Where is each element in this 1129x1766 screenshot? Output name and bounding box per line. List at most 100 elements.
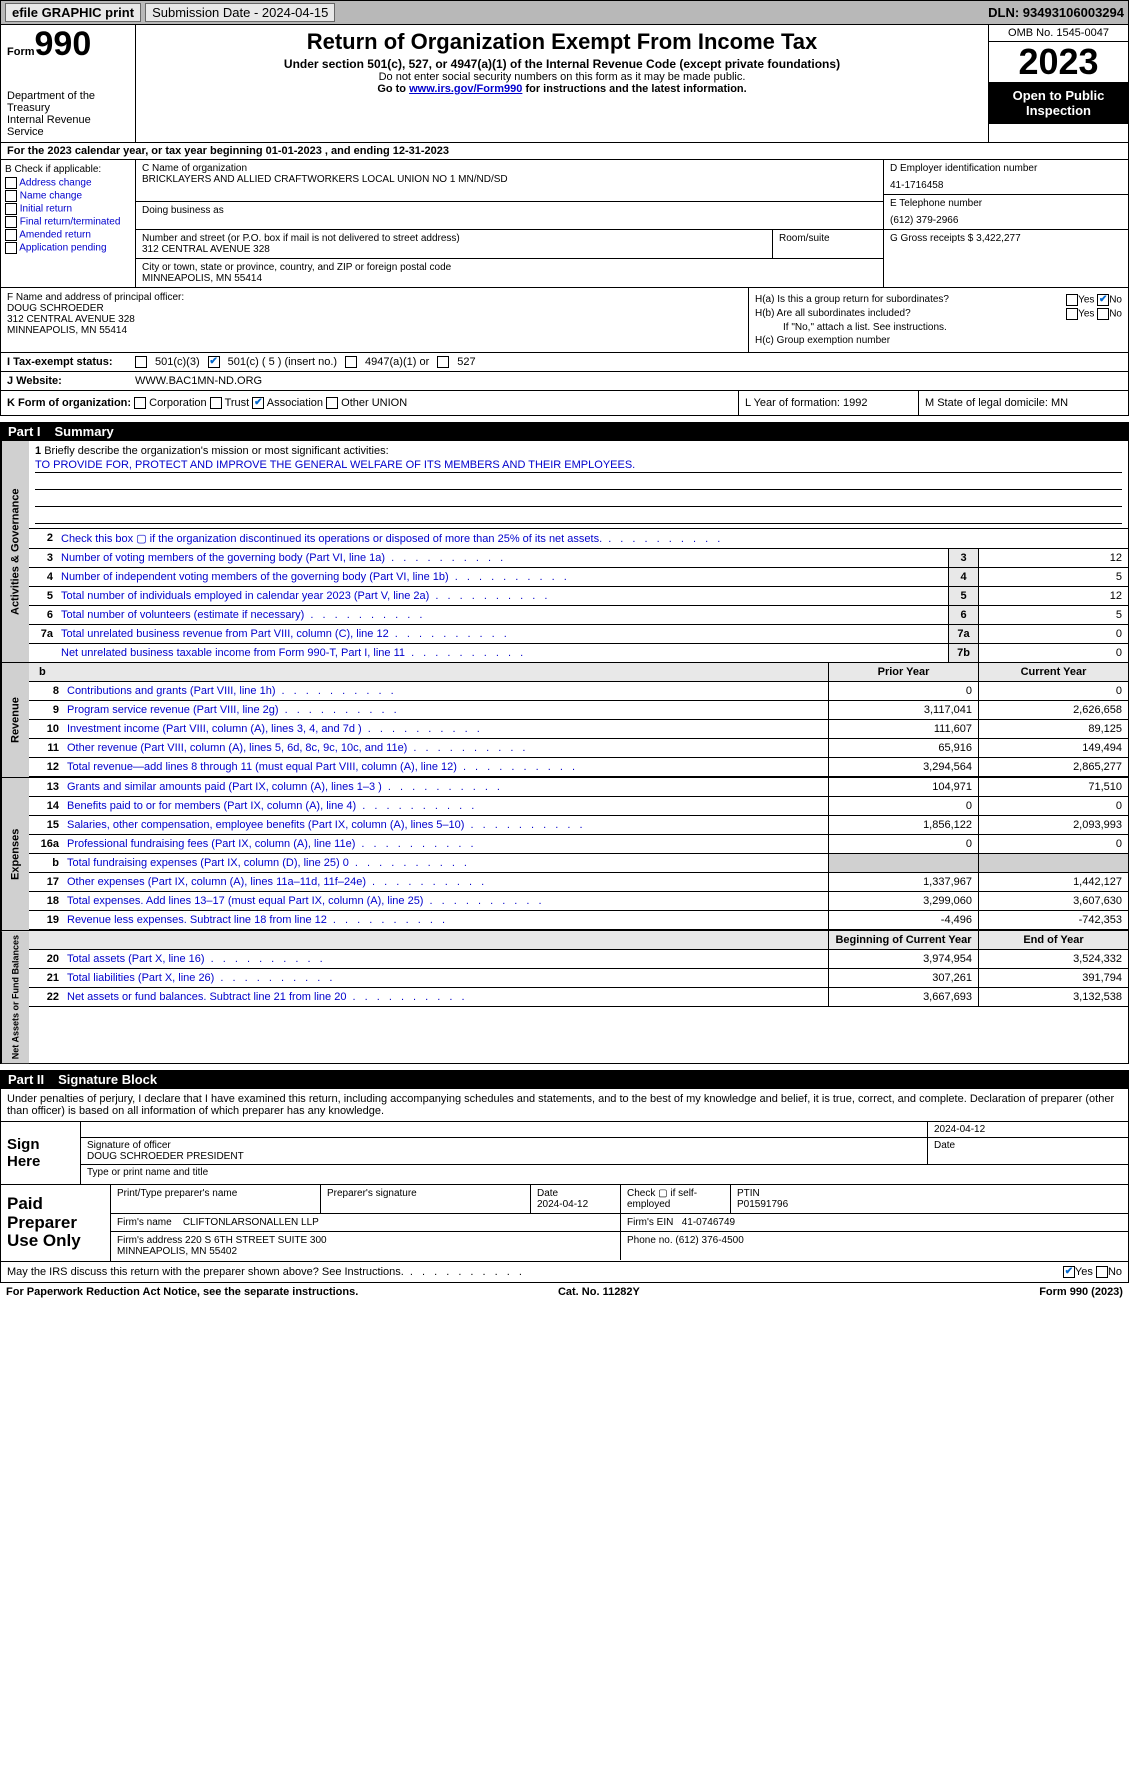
firm-ein: 41-0746749 xyxy=(682,1217,735,1228)
fin-line: 10Investment income (Part VIII, column (… xyxy=(29,720,1128,739)
gov-line: 5Total number of individuals employed in… xyxy=(29,587,1128,606)
box-f: F Name and address of principal officer:… xyxy=(1,288,748,352)
box-l: L Year of formation: 1992 xyxy=(738,391,918,415)
hb-no[interactable] xyxy=(1097,308,1109,320)
cb-name-change[interactable]: Name change xyxy=(5,190,131,202)
fin-line: 22Net assets or fund balances. Subtract … xyxy=(29,988,1128,1007)
preparer-block: Paid Preparer Use Only Print/Type prepar… xyxy=(0,1185,1129,1262)
efile-print-button[interactable]: efile GRAPHIC print xyxy=(5,3,141,22)
fin-line: 19Revenue less expenses. Subtract line 1… xyxy=(29,911,1128,930)
cb-other[interactable] xyxy=(326,397,338,409)
website-label: J Website: xyxy=(7,375,127,387)
submission-date: Submission Date - 2024-04-15 xyxy=(145,3,335,22)
form-header: Form990 Department of the Treasury Inter… xyxy=(0,25,1129,143)
phone-value: (612) 379-2966 xyxy=(890,215,1122,226)
fin-line: 8Contributions and grants (Part VIII, li… xyxy=(29,682,1128,701)
box-b: B Check if applicable: Address change Na… xyxy=(1,160,136,287)
prep-name-hdr: Print/Type preparer's name xyxy=(111,1185,321,1213)
cb-trust[interactable] xyxy=(210,397,222,409)
title-block: Return of Organization Exempt From Incom… xyxy=(136,25,988,142)
rev-header: b Prior Year Current Year xyxy=(29,663,1128,682)
prep-sig-hdr: Preparer's signature xyxy=(321,1185,531,1213)
expenses-section: Expenses 13Grants and similar amounts pa… xyxy=(0,778,1129,931)
website-value: WWW.BAC1MN-ND.ORG xyxy=(135,375,262,387)
hb-note: If "No," attach a list. See instructions… xyxy=(755,322,1122,333)
na-header: Beginning of Current Year End of Year xyxy=(29,931,1128,950)
firm-name: CLIFTONLARSONALLEN LLP xyxy=(183,1217,319,1228)
gov-line: 2Check this box ▢ if the organization di… xyxy=(29,529,1128,549)
tax-status-row: I Tax-exempt status: 501(c)(3) 501(c) ( … xyxy=(0,353,1129,372)
topbar: efile GRAPHIC print Submission Date - 20… xyxy=(0,0,1129,25)
city-state-zip: MINNEAPOLIS, MN 55414 xyxy=(142,273,877,284)
type-name-label: Type or print name and title xyxy=(81,1165,1128,1180)
status-label: I Tax-exempt status: xyxy=(7,356,127,368)
fin-line: 13Grants and similar amounts paid (Part … xyxy=(29,778,1128,797)
cb-amended[interactable]: Amended return xyxy=(5,229,131,241)
room-label: Room/suite xyxy=(779,233,877,244)
ha-label: H(a) Is this a group return for subordin… xyxy=(755,294,949,305)
org-info-grid: B Check if applicable: Address change Na… xyxy=(0,160,1129,288)
officer-name: DOUG SCHROEDER xyxy=(7,303,742,314)
page-footer: For Paperwork Reduction Act Notice, see … xyxy=(0,1283,1129,1301)
fin-line: 9Program service revenue (Part VIII, lin… xyxy=(29,701,1128,720)
ein-label: D Employer identification number xyxy=(890,163,1122,174)
website-row: J Website: WWW.BAC1MN-ND.ORG xyxy=(0,372,1129,391)
cb-assoc[interactable] xyxy=(252,397,264,409)
cb-527[interactable] xyxy=(437,356,449,368)
vtab-governance: Activities & Governance xyxy=(1,441,29,662)
box-c: C Name of organization BRICKLAYERS AND A… xyxy=(136,160,883,287)
ha-no[interactable] xyxy=(1097,294,1109,306)
form-page: Form 990 (2023) xyxy=(1039,1286,1123,1298)
org-name: BRICKLAYERS AND ALLIED CRAFTWORKERS LOCA… xyxy=(142,174,877,185)
hc-label: H(c) Group exemption number xyxy=(755,335,890,346)
street-address: 312 CENTRAL AVENUE 328 xyxy=(142,244,766,255)
subtitle-2: Do not enter social security numbers on … xyxy=(144,71,980,83)
k-l-m-row: K Form of organization: Corporation Trus… xyxy=(0,391,1129,416)
self-emp: Check ▢ if self-employed xyxy=(621,1185,731,1213)
box-k: K Form of organization: Corporation Trus… xyxy=(1,391,738,415)
discuss-no[interactable] xyxy=(1096,1266,1108,1278)
cb-501c3[interactable] xyxy=(135,356,147,368)
sig-date-label: Date xyxy=(928,1138,1128,1164)
netassets-section: Net Assets or Fund Balances Beginning of… xyxy=(0,931,1129,1064)
form-word: Form xyxy=(7,46,35,58)
cb-application[interactable]: Application pending xyxy=(5,242,131,254)
sign-here-block: Sign Here 2024-04-12 Signature of office… xyxy=(0,1122,1129,1185)
receipts-value: 3,422,277 xyxy=(976,233,1021,244)
cb-corp[interactable] xyxy=(134,397,146,409)
cb-initial-return[interactable]: Initial return xyxy=(5,203,131,215)
fin-line: bTotal fundraising expenses (Part IX, co… xyxy=(29,854,1128,873)
officer-label: F Name and address of principal officer: xyxy=(7,292,742,303)
irs-link[interactable]: www.irs.gov/Form990 xyxy=(409,83,522,95)
revenue-section: Revenue b Prior Year Current Year 8Contr… xyxy=(0,663,1129,778)
fin-line: 12Total revenue—add lines 8 through 11 (… xyxy=(29,758,1128,777)
discuss-yes[interactable] xyxy=(1063,1266,1075,1278)
box-h: H(a) Is this a group return for subordin… xyxy=(748,288,1128,352)
form-title: Return of Organization Exempt From Incom… xyxy=(144,29,980,55)
gov-line: 3Number of voting members of the governi… xyxy=(29,549,1128,568)
hb-yes[interactable] xyxy=(1066,308,1078,320)
gov-line: 4Number of independent voting members of… xyxy=(29,568,1128,587)
fin-line: 17Other expenses (Part IX, column (A), l… xyxy=(29,873,1128,892)
hb-label: H(b) Are all subordinates included? xyxy=(755,308,911,319)
cat-number: Cat. No. 11282Y xyxy=(558,1286,640,1298)
fin-line: 16aProfessional fundraising fees (Part I… xyxy=(29,835,1128,854)
cb-4947[interactable] xyxy=(345,356,357,368)
cb-address-change[interactable]: Address change xyxy=(5,177,131,189)
box-m: M State of legal domicile: MN xyxy=(918,391,1128,415)
cb-501c[interactable] xyxy=(208,356,220,368)
mission-block: 1 Briefly describe the organization's mi… xyxy=(29,441,1128,529)
ptin-value: P01591796 xyxy=(737,1199,788,1210)
phone-label: E Telephone number xyxy=(890,198,1122,209)
dln-number: DLN: 93493106003294 xyxy=(988,5,1124,20)
cb-final-return[interactable]: Final return/terminated xyxy=(5,216,131,228)
paperwork-notice: For Paperwork Reduction Act Notice, see … xyxy=(6,1286,358,1298)
fin-line: 21Total liabilities (Part X, line 26)307… xyxy=(29,969,1128,988)
sig-officer-label: Signature of officer xyxy=(87,1140,921,1151)
gov-line: 6Total number of volunteers (estimate if… xyxy=(29,606,1128,625)
form-number-block: Form990 Department of the Treasury Inter… xyxy=(1,25,136,142)
open-inspection: Open to Public Inspection xyxy=(989,82,1128,124)
ha-yes[interactable] xyxy=(1066,294,1078,306)
vtab-revenue: Revenue xyxy=(1,663,29,777)
boxes-d-e-g: D Employer identification number 41-1716… xyxy=(883,160,1128,287)
